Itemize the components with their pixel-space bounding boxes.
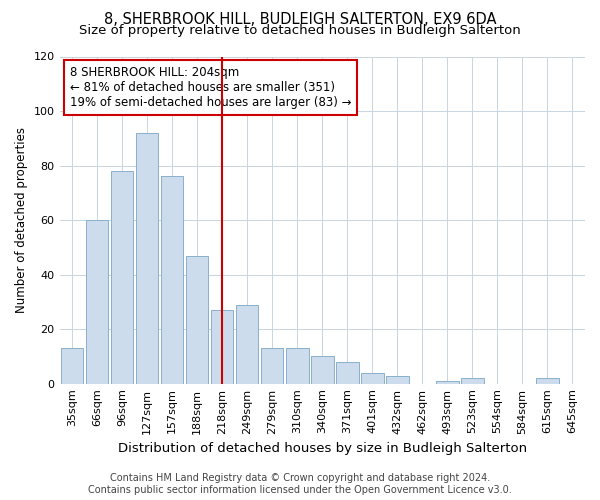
Bar [386, 376, 409, 384]
Text: 8, SHERBROOK HILL, BUDLEIGH SALTERTON, EX9 6DA: 8, SHERBROOK HILL, BUDLEIGH SALTERTON, E… [104, 12, 496, 28]
Bar [236, 304, 259, 384]
Text: Contains HM Land Registry data © Crown copyright and database right 2024.
Contai: Contains HM Land Registry data © Crown c… [88, 474, 512, 495]
Bar [461, 378, 484, 384]
Bar [211, 310, 233, 384]
Bar [311, 356, 334, 384]
Bar [161, 176, 184, 384]
Y-axis label: Number of detached properties: Number of detached properties [15, 127, 28, 313]
Bar [136, 133, 158, 384]
Bar [361, 373, 383, 384]
Text: Size of property relative to detached houses in Budleigh Salterton: Size of property relative to detached ho… [79, 24, 521, 37]
Bar [61, 348, 83, 384]
Bar [86, 220, 109, 384]
Bar [436, 381, 458, 384]
Bar [286, 348, 308, 384]
Bar [261, 348, 283, 384]
Bar [536, 378, 559, 384]
Bar [186, 256, 208, 384]
X-axis label: Distribution of detached houses by size in Budleigh Salterton: Distribution of detached houses by size … [118, 442, 527, 455]
Bar [336, 362, 359, 384]
Bar [111, 171, 133, 384]
Text: 8 SHERBROOK HILL: 204sqm
← 81% of detached houses are smaller (351)
19% of semi-: 8 SHERBROOK HILL: 204sqm ← 81% of detach… [70, 66, 352, 110]
